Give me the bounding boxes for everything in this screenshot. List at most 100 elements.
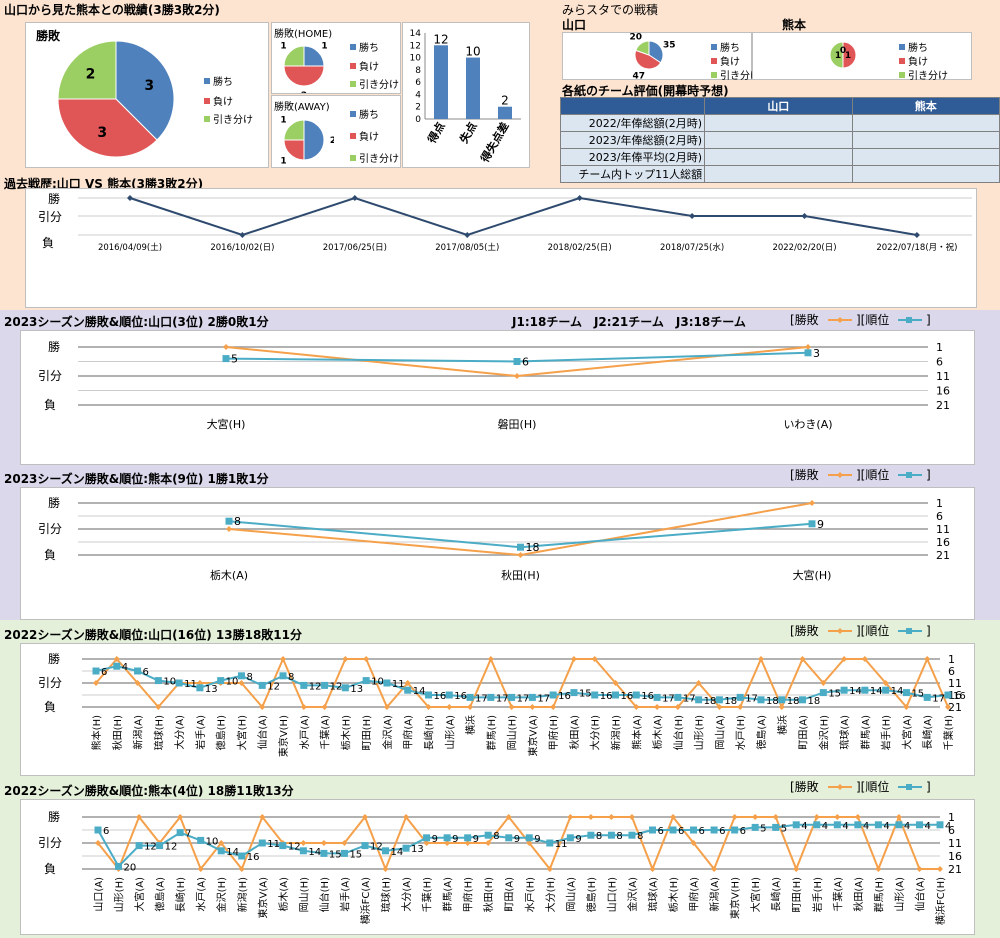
result-point [882,680,889,686]
result-point [226,526,232,532]
result-point [423,840,430,846]
legend-result-label: [勝敗 [790,467,819,482]
rank-value-label: 15 [911,689,924,700]
2022-yamaguchi-panel [20,643,975,776]
rank-point [923,693,931,701]
rank-value-label: 6 [101,667,107,678]
rank-point [279,842,287,850]
overall-pie-label: 勝敗 [36,29,61,43]
rank-point [653,693,661,701]
overall-pie-chart: 3 3 2 [57,40,175,158]
rank-point [840,686,848,694]
rank-value-label: 7 [185,829,191,840]
rank-point [217,847,225,855]
pie-label: 1 [280,42,286,52]
match-label: 金沢(A) [381,715,394,750]
overall-pie-panel: 勝敗 3 3 2 勝ち 負け 引き分け [25,22,269,168]
rank-value-label: 4 [904,821,910,832]
eval-col-yamaguchi: 山口 [704,97,853,115]
rank-value-label: 8 [493,831,499,842]
axis-win-label: 勝 [48,191,60,206]
rank-point [423,834,431,842]
rank-tick-label: 6 [936,356,943,369]
rank-value-label: 10 [371,677,384,688]
match-label: 大宮(A) [133,877,146,912]
mirasuta-yamaguchi-panel: 35 47 20 勝ち 負け 引き分け [562,32,760,82]
home-pie-label: 勝敗(HOME) [274,29,333,40]
rank-point [382,847,390,855]
result-point [464,840,471,846]
rank-value-label: 11 [267,839,280,850]
rank-tick-label: 6 [936,510,943,523]
legend-rank-label: ][順位 [856,312,889,327]
match-label: 琉球(H) [152,715,165,750]
rank-line [228,520,813,549]
pie-slice-引き分け [635,40,650,56]
pie-slice-負け [283,139,305,161]
axis-win-label: 勝 [48,651,60,666]
result-point [550,704,557,710]
match-label: 町田(A) [505,877,516,912]
history-point [464,232,471,238]
result-point [731,814,738,820]
away-pie-panel: 勝敗(AWAY) 2 1 1 勝ち 負け 引き分け [271,95,401,168]
rank-value-label: 6 [719,826,725,837]
result-point [238,866,245,872]
result-point [654,704,661,710]
away-legend-draw: 引き分け [350,150,399,165]
2023-yamaguchi-panel [20,330,975,465]
match-label: 群馬(A) [441,877,454,912]
match-label: 横浜 [464,715,477,735]
result-point [197,866,204,872]
match-label: 金沢(H) [817,715,830,750]
match-label: 熊本(A) [630,715,643,750]
match-label: 金沢(A) [626,877,639,912]
rank-point [690,826,698,834]
result-point [757,656,764,662]
match-label: 徳島(A) [755,715,768,750]
match-label: 千葉(A) [831,877,844,912]
rank-point [505,834,513,842]
2022-yamaguchi-title: 2022シーズン勝敗&順位:山口(16位) 13勝18敗11分 [4,628,303,642]
rank-value-label: 8 [234,515,241,528]
match-label: 岡山(A) [714,715,726,750]
result-point [136,814,143,820]
match-label: 千葉(A) [319,715,332,750]
match-label: 大宮(H) [207,417,246,431]
legend-rank-marker [906,628,912,634]
pie-label: 20 [629,33,642,42]
match-label: 水戸(A) [299,715,311,750]
rank-value-label: 6 [657,826,663,837]
mirasuta-title: みらスタでの戦積 [562,3,659,17]
result-point [633,704,640,710]
bar-category-label: 得点 [424,120,448,147]
rank-point [197,836,205,844]
rank-value-label: 14 [413,686,426,697]
match-label: 東京V(A) [256,877,269,919]
eval-table-title: 各紙のチーム評価(開幕時予想) [562,84,729,98]
match-label: 岩手(A) [338,877,351,912]
my-legend-draw: 引き分け [711,67,760,82]
axis-draw-label: 引分 [38,369,62,383]
pie-slice-引き分け [829,41,844,69]
rank-value-label: 4 [945,821,951,832]
pie-label: 1 [845,51,851,61]
rank-point [715,696,723,704]
rank-value-label: 12 [309,681,322,692]
legend-rank-label: ][順位 [856,779,889,794]
match-label: 大宮(H) [749,877,762,912]
rank-value-label: 10 [163,677,176,688]
match-label: 栃木(A) [277,877,290,912]
legend-rank-marker [906,472,912,478]
result-point [772,814,779,820]
rank-point [258,839,266,847]
rank-value-label: 18 [766,696,779,707]
axis-draw-label: 引分 [38,210,62,224]
rank-point [113,662,121,670]
result-point [716,704,723,710]
rank-point [757,696,765,704]
rank-point [731,826,739,834]
history-date-label: 2022/02/20(日) [772,243,836,253]
result-point [517,552,524,558]
